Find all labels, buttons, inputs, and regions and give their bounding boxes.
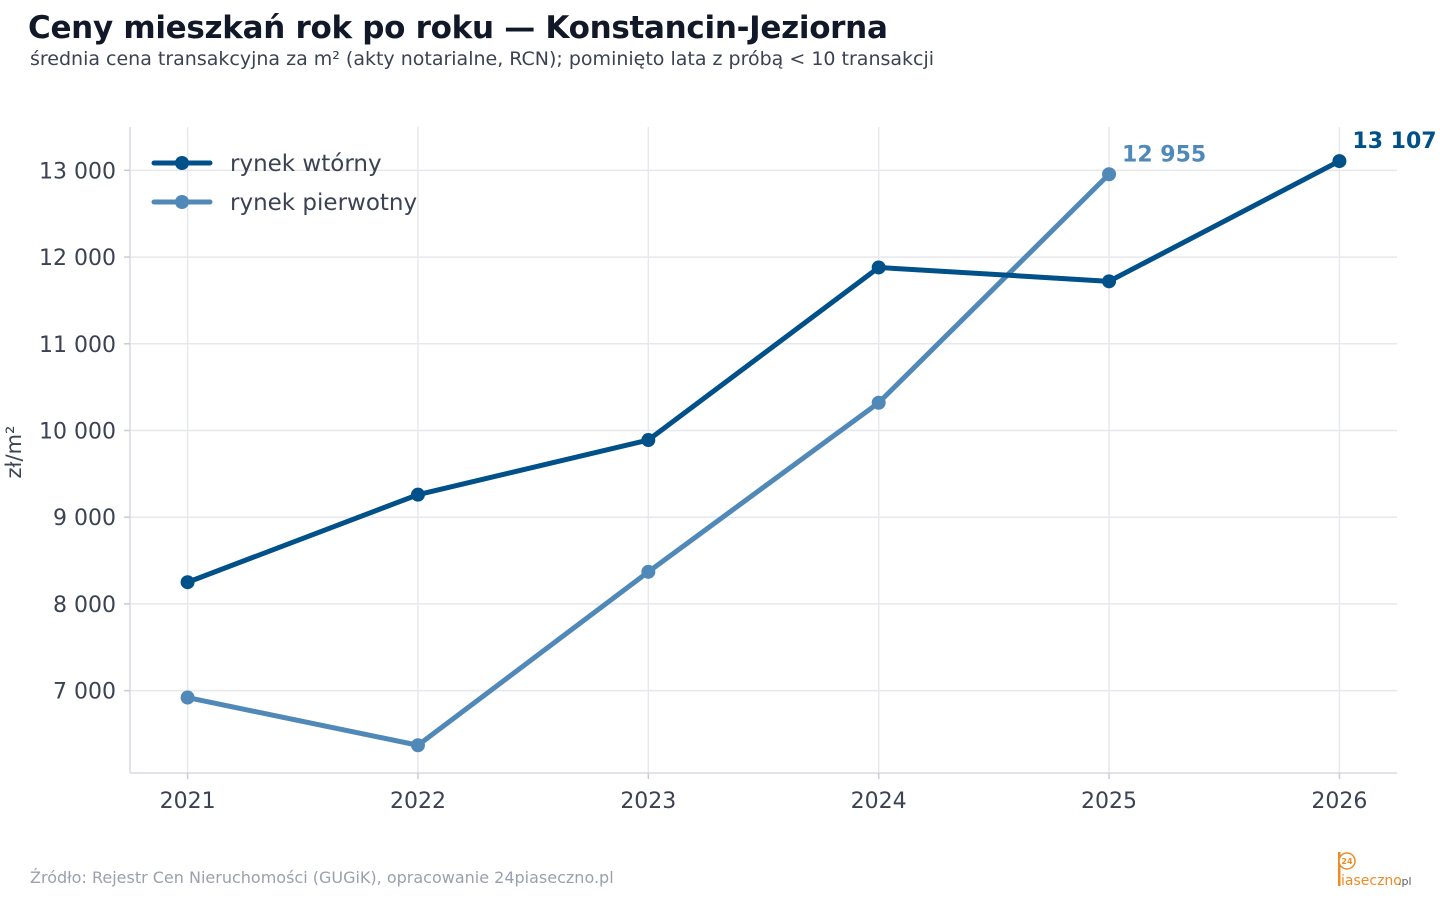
end-value-label: 13 107 bbox=[1352, 129, 1436, 154]
y-tick-label: 12 000 bbox=[39, 246, 116, 271]
logo-tld: .pl bbox=[1398, 875, 1412, 888]
chart-title: Ceny mieszkań rok po roku — Konstancin-J… bbox=[28, 10, 888, 46]
data-point bbox=[871, 395, 886, 410]
end-value-label: 12 955 bbox=[1122, 142, 1206, 167]
y-tick-label: 8 000 bbox=[53, 593, 116, 618]
chart-subtitle: średnia cena transakcyjna za m² (akty no… bbox=[30, 48, 935, 70]
y-tick-label: 11 000 bbox=[39, 333, 116, 358]
y-tick-label: 10 000 bbox=[39, 419, 116, 444]
legend-label: rynek pierwotny bbox=[230, 190, 417, 216]
data-point bbox=[1102, 274, 1117, 289]
data-point bbox=[180, 575, 195, 590]
data-point bbox=[641, 433, 656, 448]
x-tick-label: 2026 bbox=[1311, 789, 1367, 814]
source-note: Źródło: Rejestr Cen Nieruchomości (GUGiK… bbox=[30, 868, 614, 887]
legend-swatch-marker bbox=[175, 156, 189, 170]
x-tick-label: 2022 bbox=[390, 789, 446, 814]
logo-brand: iaseczno bbox=[1341, 873, 1402, 889]
data-point bbox=[410, 738, 425, 753]
data-point bbox=[180, 690, 195, 705]
x-tick-label: 2024 bbox=[851, 789, 907, 814]
data-point bbox=[1332, 154, 1347, 169]
x-tick-label: 2021 bbox=[160, 789, 216, 814]
y-tick-label: 9 000 bbox=[53, 506, 116, 531]
legend-label: rynek wtórny bbox=[230, 151, 382, 177]
data-point bbox=[410, 487, 425, 502]
y-tick-label: 13 000 bbox=[39, 159, 116, 184]
data-point bbox=[871, 260, 886, 275]
series-line-0 bbox=[185, 158, 1342, 585]
piaseczno-logo: 24 iaseczno .pl bbox=[1338, 852, 1412, 889]
data-point bbox=[641, 564, 656, 579]
y-axis-label: zł/m² bbox=[2, 426, 26, 479]
x-tick-label: 2025 bbox=[1081, 789, 1137, 814]
legend-swatch-marker bbox=[175, 195, 189, 209]
y-tick-label: 7 000 bbox=[53, 680, 116, 705]
x-tick-label: 2023 bbox=[620, 789, 676, 814]
logo-badge: 24 bbox=[1341, 857, 1353, 866]
data-point bbox=[1102, 167, 1117, 182]
